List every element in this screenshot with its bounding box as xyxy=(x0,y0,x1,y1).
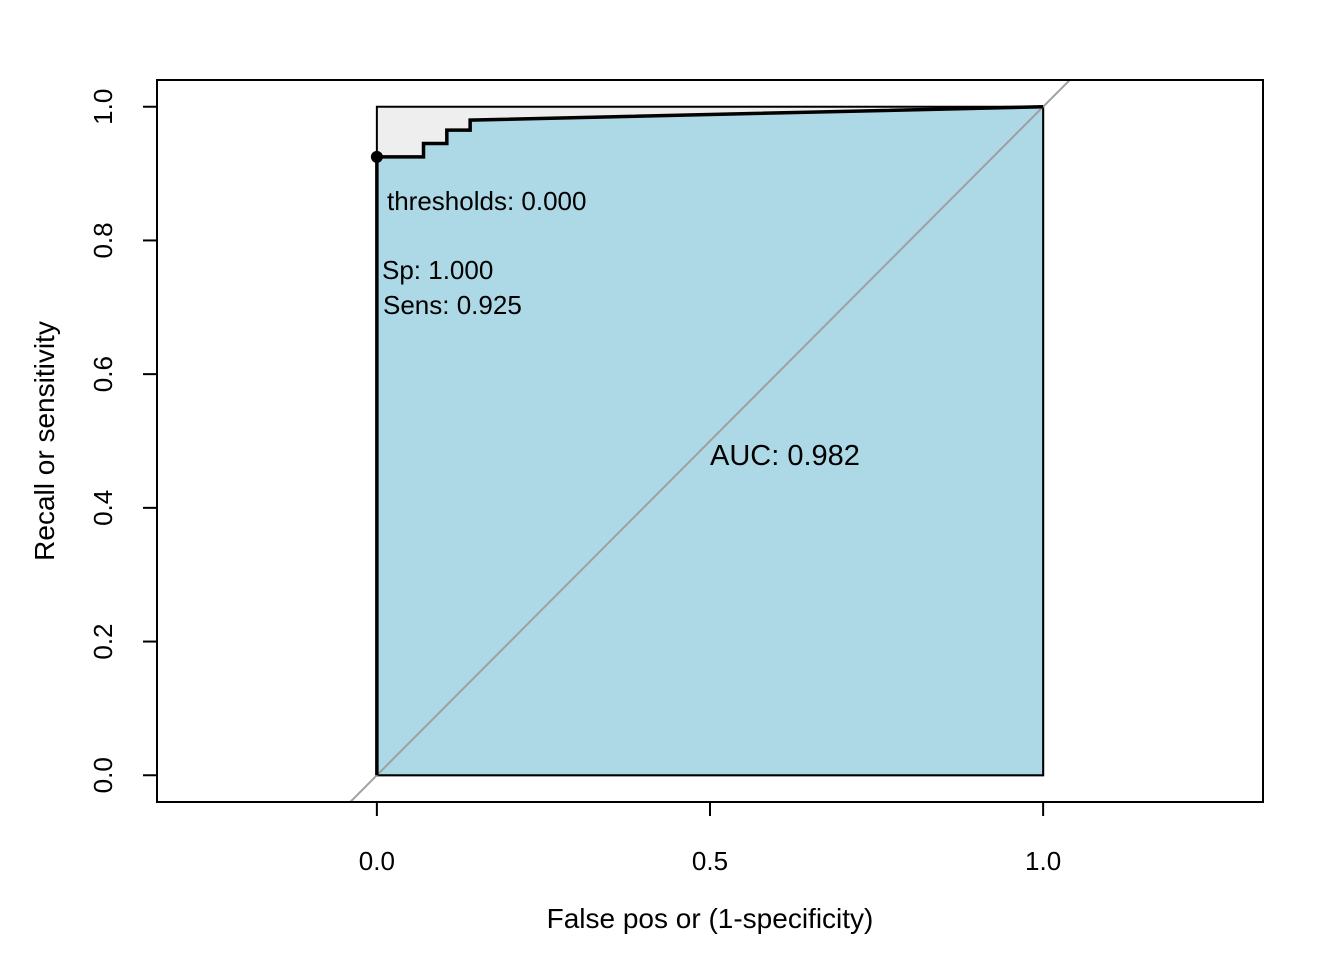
y-tick-label: 0.6 xyxy=(88,356,118,392)
roc-curve-layer xyxy=(370,104,1044,776)
y-tick-label: 0.8 xyxy=(88,222,118,258)
y-tick-label: 0.0 xyxy=(88,757,118,793)
y-axis-title: Recall or sensitivity xyxy=(29,321,60,561)
sensitivity-annotation: Sens: 0.925 xyxy=(383,290,522,320)
x-tick-label: 0.0 xyxy=(359,846,395,876)
x-tick-label: 0.5 xyxy=(692,846,728,876)
y-tick-label: 1.0 xyxy=(88,89,118,125)
y-tick-label: 0.4 xyxy=(88,490,118,526)
chance-diagonal-layer xyxy=(348,80,1072,802)
roc-curve xyxy=(375,104,1044,776)
chance-diagonal xyxy=(348,80,1072,802)
auc-annotation: AUC: 0.982 xyxy=(710,440,860,472)
threshold-annotation: thresholds: 0.000 xyxy=(387,186,586,216)
specificity-annotation: Sp: 1.000 xyxy=(382,255,493,285)
axes-layer: 0.0 0.5 1.0 0.0 0.2 0.4 0.6 0.8 1.0 xyxy=(88,89,1061,876)
threshold-point xyxy=(370,150,383,163)
x-tick-label: 1.0 xyxy=(1025,846,1061,876)
x-axis-title: False pos or (1-specificity) xyxy=(547,903,874,934)
y-tick-label: 0.2 xyxy=(88,623,118,659)
